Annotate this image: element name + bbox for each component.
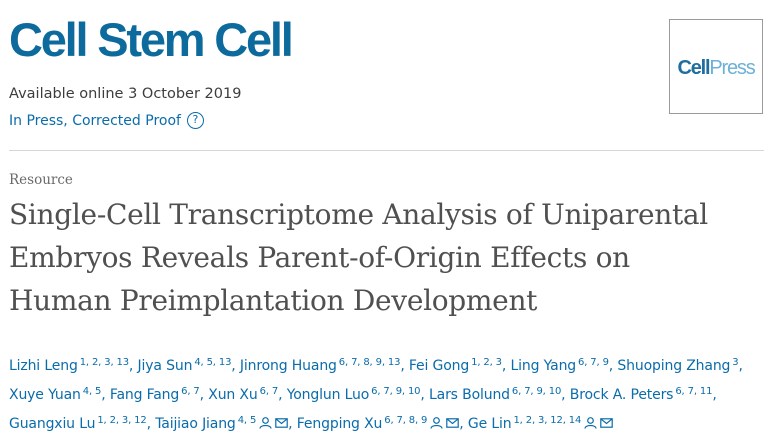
title-line: Human Preimplantation Development	[9, 284, 538, 317]
article-title: Single-Cell Transcriptome Analysis of Un…	[9, 193, 774, 322]
author-affiliations[interactable]: 1, 2, 3	[471, 357, 502, 368]
author-name[interactable]: Yonglun Luo	[286, 387, 370, 403]
author-link[interactable]: Jiya Sun 4, 5, 13	[137, 357, 232, 374]
mail-icon[interactable]	[446, 413, 460, 428]
person-icon[interactable]	[584, 413, 597, 429]
author-affiliations[interactable]: 4, 5	[237, 415, 257, 426]
title-line: Embryos Reveals Parent-of-Origin Effects…	[9, 241, 630, 274]
author-affiliations[interactable]: 4, 5, 13	[194, 357, 232, 368]
author-link[interactable]: Yonglun Luo 6, 7, 9, 10	[286, 386, 421, 403]
author-name[interactable]: Jiya Sun	[137, 358, 193, 374]
author-link[interactable]: Guangxiu Lu 1, 2, 3, 12	[9, 415, 147, 432]
author-name[interactable]: Fengping Xu	[296, 416, 383, 432]
author-name[interactable]: Xuye Yuan	[9, 387, 81, 403]
author-link[interactable]: Shuoping Zhang 3	[617, 357, 739, 374]
author-name[interactable]: Ge Lin	[467, 416, 512, 432]
author-name[interactable]: Ling Yang	[510, 358, 577, 374]
author-link[interactable]: Xuye Yuan 4, 5	[9, 386, 102, 403]
logo-cell-text: Cell	[677, 57, 710, 79]
author-affiliations[interactable]: 1, 2, 3, 13	[79, 357, 129, 368]
author-affiliations[interactable]: 6, 7	[181, 386, 200, 397]
availability-date: Available online 3 October 2019	[9, 86, 242, 102]
author-affiliations[interactable]: 1, 2, 3, 12	[97, 415, 147, 426]
author-link[interactable]: Jinrong Huang 6, 7, 8, 9, 13	[239, 357, 401, 374]
author-affiliations[interactable]: 6, 7, 8, 9	[384, 415, 428, 426]
author-affiliations[interactable]: 6, 7, 9	[578, 357, 609, 368]
author-name[interactable]: Xun Xu	[208, 387, 258, 403]
author-affiliations[interactable]: 6, 7, 9, 10	[371, 386, 421, 397]
author-name[interactable]: Fei Gong	[408, 358, 470, 374]
person-icon[interactable]	[430, 413, 443, 429]
author-name[interactable]: Lars Bolund	[429, 387, 510, 403]
author-link[interactable]: Fang Fang 6, 7	[109, 386, 200, 403]
author-name[interactable]: Fang Fang	[109, 387, 180, 403]
article-status[interactable]: In Press, Corrected Proof ?	[9, 112, 204, 129]
logo-press-text: Press	[709, 57, 755, 79]
author-affiliations[interactable]: 6, 7	[259, 386, 279, 397]
author-affiliations[interactable]: 4, 5	[82, 386, 102, 397]
author-link[interactable]: Lars Bolund 6, 7, 9, 10	[429, 386, 562, 403]
author-affiliations[interactable]: 1, 2, 3, 12, 14	[513, 415, 582, 426]
mail-icon[interactable]	[600, 413, 613, 428]
author-name[interactable]: Taijiao Jiang	[155, 416, 236, 432]
author-name[interactable]: Shuoping Zhang	[617, 358, 731, 374]
title-line: Single-Cell Transcriptome Analysis of Un…	[9, 198, 708, 231]
person-icon[interactable]	[259, 413, 272, 429]
mail-icon[interactable]	[275, 413, 288, 428]
author-list: Lizhi Leng 1, 2, 3, 13, Jiya Sun 4, 5, 13,…	[9, 357, 743, 432]
author-affiliations[interactable]: 6, 7, 8, 9, 13	[338, 357, 401, 368]
status-label[interactable]: In Press, Corrected Proof	[9, 112, 181, 129]
author-link[interactable]: Xun Xu 6, 7	[208, 386, 279, 403]
divider	[9, 150, 764, 151]
journal-title[interactable]: Cell Stem Cell	[9, 13, 294, 66]
author-name[interactable]: Guangxiu Lu	[9, 416, 96, 432]
help-icon[interactable]: ?	[186, 112, 204, 129]
author-affiliations[interactable]: 6, 7, 11	[675, 386, 713, 397]
author-affiliations[interactable]: 3	[732, 357, 739, 368]
author-link[interactable]: Ling Yang 6, 7, 9	[510, 357, 609, 374]
author-link[interactable]: Fei Gong 1, 2, 3	[408, 357, 502, 374]
author-link[interactable]: Taijiao Jiang 4, 5	[155, 413, 288, 432]
author-link[interactable]: Fengping Xu 6, 7, 8, 9	[296, 413, 460, 432]
author-name[interactable]: Jinrong Huang	[239, 358, 337, 374]
author-link[interactable]: Ge Lin 1, 2, 3, 12, 14	[467, 413, 613, 432]
article-type: Resource	[9, 172, 73, 188]
author-link[interactable]: Lizhi Leng 1, 2, 3, 13	[9, 357, 129, 374]
author-name[interactable]: Lizhi Leng	[9, 358, 78, 374]
author-link[interactable]: Brock A. Peters 6, 7, 11	[569, 386, 713, 403]
author-affiliations[interactable]: 6, 7, 9, 10	[511, 386, 562, 397]
author-name[interactable]: Brock A. Peters	[569, 387, 674, 403]
cellpress-logo[interactable]: CellPress	[669, 19, 763, 114]
